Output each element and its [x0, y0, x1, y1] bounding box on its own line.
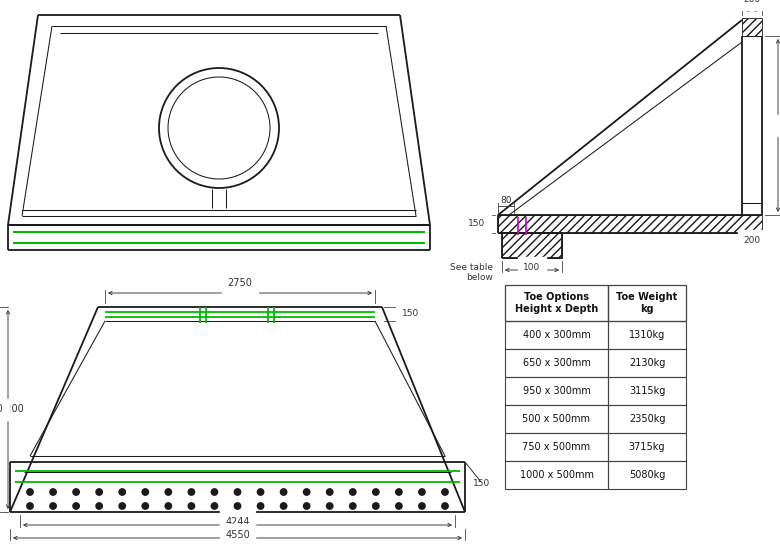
Circle shape: [119, 489, 126, 495]
Text: 950 x 300mm: 950 x 300mm: [523, 386, 590, 396]
Circle shape: [142, 503, 148, 509]
Circle shape: [419, 489, 425, 495]
Circle shape: [188, 503, 194, 509]
Text: 4244: 4244: [225, 517, 250, 527]
Circle shape: [96, 489, 102, 495]
Circle shape: [73, 489, 80, 495]
Bar: [608, 377, 686, 405]
Circle shape: [234, 503, 241, 509]
Circle shape: [119, 503, 126, 509]
Circle shape: [234, 489, 241, 495]
Circle shape: [165, 489, 172, 495]
Text: 150: 150: [402, 310, 420, 318]
Bar: [608, 433, 686, 461]
Circle shape: [27, 503, 34, 509]
Circle shape: [303, 489, 310, 495]
Bar: [505, 349, 608, 377]
Bar: [505, 377, 608, 405]
Text: 3715kg: 3715kg: [629, 442, 665, 452]
Circle shape: [211, 489, 218, 495]
Circle shape: [349, 489, 356, 495]
Text: 200: 200: [743, 0, 760, 4]
Circle shape: [281, 489, 287, 495]
Circle shape: [395, 489, 402, 495]
Bar: [505, 461, 608, 489]
Text: Toe Options
Height x Depth: Toe Options Height x Depth: [515, 292, 598, 314]
Circle shape: [281, 503, 287, 509]
Bar: [608, 461, 686, 489]
Text: 1310kg: 1310kg: [629, 330, 665, 340]
Circle shape: [96, 503, 102, 509]
Bar: [505, 285, 608, 321]
Circle shape: [373, 489, 379, 495]
Circle shape: [165, 503, 172, 509]
Text: 2350kg: 2350kg: [629, 414, 665, 424]
Text: 150: 150: [473, 480, 491, 488]
Circle shape: [50, 489, 56, 495]
Text: 2200: 2200: [0, 404, 3, 415]
Text: 2750: 2750: [228, 278, 253, 288]
Text: 2130kg: 2130kg: [629, 358, 665, 368]
Bar: [608, 285, 686, 321]
Text: 500 x 500mm: 500 x 500mm: [523, 414, 590, 424]
Text: 650 x 300mm: 650 x 300mm: [523, 358, 590, 368]
Text: 5080kg: 5080kg: [629, 470, 665, 480]
Text: Toe Weight
kg: Toe Weight kg: [616, 292, 678, 314]
Text: See table
below: See table below: [450, 263, 493, 282]
Text: 150: 150: [468, 219, 485, 228]
Circle shape: [441, 503, 448, 509]
Circle shape: [349, 503, 356, 509]
Circle shape: [395, 503, 402, 509]
Bar: [505, 433, 608, 461]
Text: 2200: 2200: [0, 404, 23, 415]
Bar: [505, 321, 608, 349]
Circle shape: [257, 489, 264, 495]
Text: 200: 200: [743, 236, 760, 245]
Bar: [608, 321, 686, 349]
Circle shape: [211, 503, 218, 509]
Bar: [505, 405, 608, 433]
Text: 3115kg: 3115kg: [629, 386, 665, 396]
Circle shape: [441, 489, 448, 495]
Circle shape: [50, 503, 56, 509]
Circle shape: [303, 503, 310, 509]
Circle shape: [373, 503, 379, 509]
Circle shape: [73, 503, 80, 509]
Text: 4550: 4550: [225, 530, 250, 540]
Circle shape: [27, 489, 34, 495]
Circle shape: [327, 489, 333, 495]
Circle shape: [142, 489, 148, 495]
Bar: [608, 349, 686, 377]
Circle shape: [419, 503, 425, 509]
Text: 750 x 500mm: 750 x 500mm: [523, 442, 590, 452]
Circle shape: [327, 503, 333, 509]
Text: 100: 100: [523, 263, 541, 272]
Text: 1000 x 500mm: 1000 x 500mm: [519, 470, 594, 480]
Bar: [608, 405, 686, 433]
Circle shape: [257, 503, 264, 509]
Circle shape: [188, 489, 194, 495]
Text: 400 x 300mm: 400 x 300mm: [523, 330, 590, 340]
Text: 80: 80: [500, 196, 512, 205]
